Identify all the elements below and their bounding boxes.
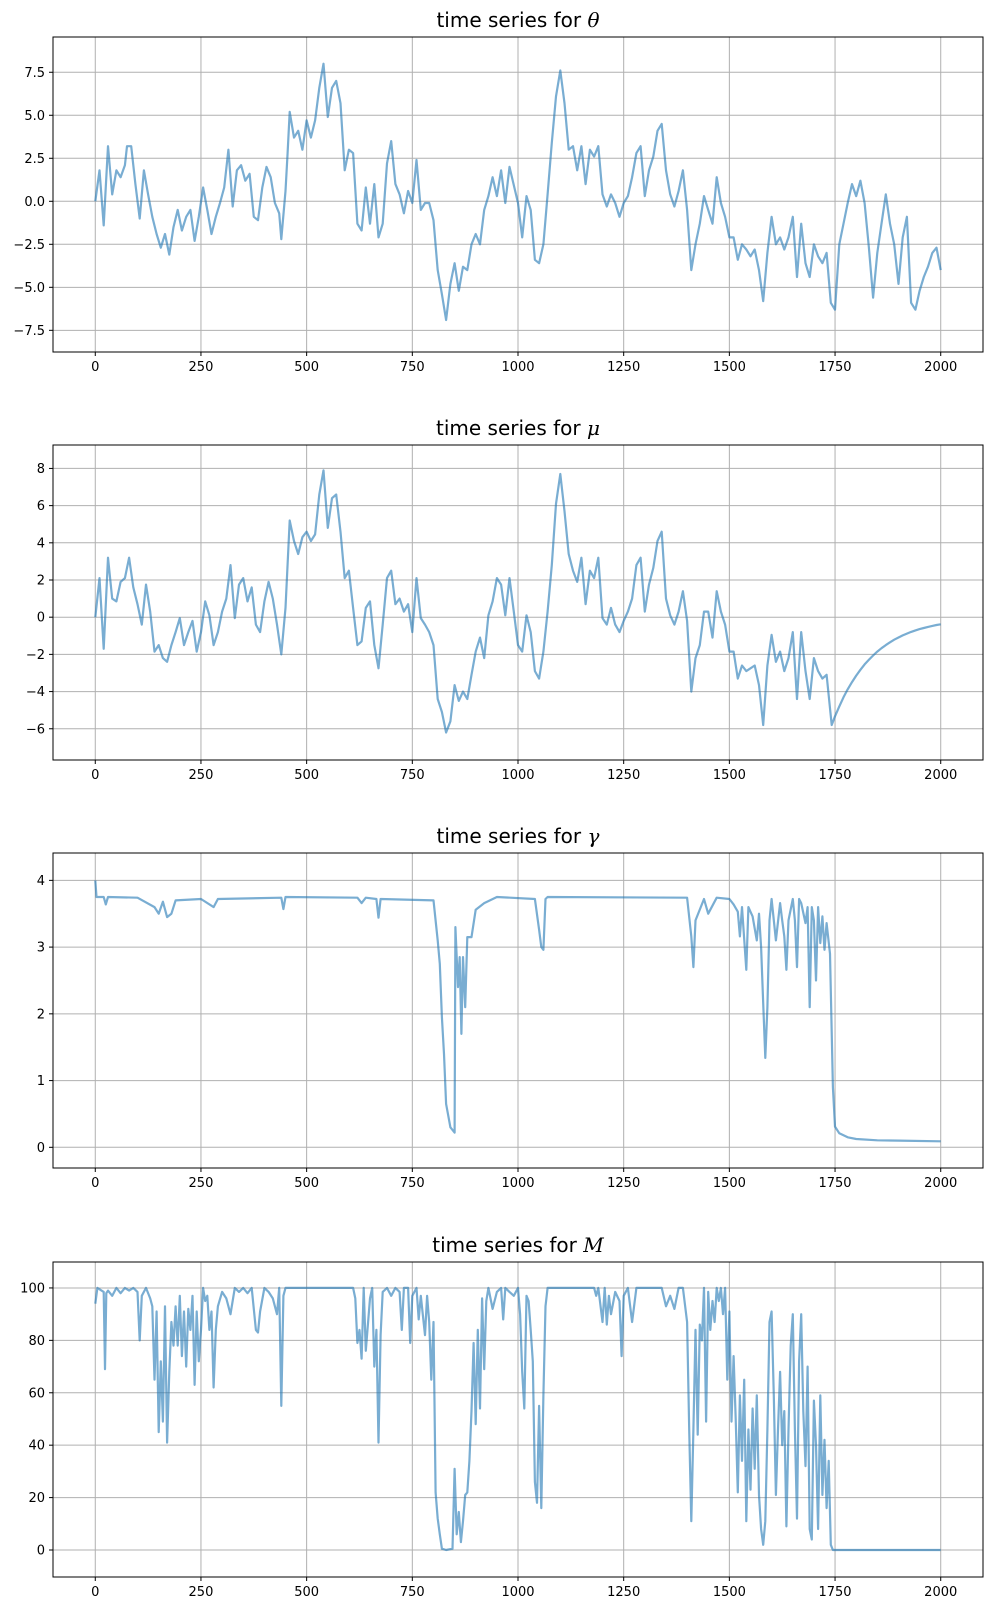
x-tick-label: 250: [189, 360, 214, 375]
y-tick-label: −5.0: [13, 281, 45, 296]
x-tick-label: 750: [400, 1585, 425, 1600]
x-tick-label: 1250: [607, 1176, 640, 1191]
x-tick-label: 1250: [607, 1585, 640, 1600]
series-line: [94, 62, 942, 322]
axes-frame: [52, 444, 984, 761]
subplot-gamma: time series for γ 0 250 500 750 1000 1250 1500…: [37, 824, 984, 1191]
x-tick-label: 1750: [818, 768, 851, 783]
x-tick-label: 1750: [818, 360, 851, 375]
y-tick-label: 0: [37, 611, 45, 626]
x-tick-label: 0: [91, 768, 99, 783]
x-tick-label: 2000: [924, 360, 957, 375]
y-tick-label: 7.5: [24, 66, 45, 81]
y-tick-label: 3: [37, 941, 45, 956]
x-tick-label: 1500: [713, 1176, 746, 1191]
x-tick-label: 750: [400, 768, 425, 783]
x-tick-label: 1500: [713, 768, 746, 783]
x-tick-label: 250: [189, 1176, 214, 1191]
x-tick-label: 250: [189, 1585, 214, 1600]
subplot-mu: time series for μ 0 250 500 750 1000 1250 1500…: [26, 416, 984, 783]
chart-title: time series for θ: [436, 8, 599, 32]
y-tick-label: 20: [28, 1491, 45, 1506]
y-tick-label: −2.5: [13, 238, 45, 253]
x-tick-label: 500: [294, 1176, 319, 1191]
x-tick-label: 1500: [713, 1585, 746, 1600]
x-tick-label: 1750: [818, 1176, 851, 1191]
x-tick-label: 1000: [501, 768, 534, 783]
y-tick-label: 4: [37, 874, 45, 889]
y-tick-label: −6: [26, 722, 45, 737]
x-tick-label: 1750: [818, 1585, 851, 1600]
axes-frame: [52, 1261, 984, 1578]
x-tick-label: 1000: [501, 360, 534, 375]
y-tick-label: 2: [37, 1007, 45, 1022]
y-tick-label: 80: [28, 1334, 45, 1349]
y-tick-label: 0: [37, 1544, 45, 1559]
x-tick-label: 0: [91, 360, 99, 375]
axes-frame: [52, 36, 984, 353]
y-tick-label: −4: [26, 685, 45, 700]
x-tick-label: 1000: [501, 1176, 534, 1191]
x-tick-label: 1250: [607, 768, 640, 783]
y-tick-label: 40: [28, 1439, 45, 1454]
subplot-m: time series for M 0 250 500 750 1000 1250 1500…: [20, 1233, 984, 1600]
x-tick-label: 1000: [501, 1585, 534, 1600]
x-tick-label: 500: [294, 768, 319, 783]
x-tick-label: 1500: [713, 360, 746, 375]
x-tick-label: 2000: [924, 768, 957, 783]
y-tick-label: 6: [37, 499, 45, 514]
y-tick-label: 2.5: [24, 152, 45, 167]
y-tick-label: 0: [37, 1141, 45, 1156]
x-tick-label: 750: [400, 1176, 425, 1191]
series-line: [94, 880, 941, 1143]
x-tick-label: 2000: [924, 1176, 957, 1191]
series-line: [94, 1286, 941, 1552]
y-tick-label: −7.5: [13, 324, 45, 339]
x-tick-label: 0: [91, 1585, 99, 1600]
x-tick-label: 0: [91, 1176, 99, 1191]
chart-title: time series for μ: [436, 416, 600, 440]
y-tick-label: 2: [37, 574, 45, 589]
y-tick-label: 100: [20, 1281, 45, 1296]
y-tick-label: −2: [26, 648, 45, 663]
x-tick-label: 1250: [607, 360, 640, 375]
y-tick-label: 5.0: [24, 109, 45, 124]
x-tick-label: 500: [294, 1585, 319, 1600]
x-tick-label: 500: [294, 360, 319, 375]
y-tick-label: 60: [28, 1386, 45, 1401]
x-tick-label: 750: [400, 360, 425, 375]
subplot-theta: time series for θ 0 250 500 750 1000 1250 1500…: [13, 8, 984, 375]
chart-title: time series for M: [432, 1233, 604, 1257]
y-tick-label: 4: [37, 536, 45, 551]
chart-title: time series for γ: [437, 824, 600, 848]
axes-frame: [52, 852, 984, 1169]
x-tick-label: 2000: [924, 1585, 957, 1600]
y-tick-label: 1: [37, 1074, 45, 1089]
y-tick-label: 8: [37, 462, 45, 477]
series-line: [94, 469, 941, 734]
y-tick-label: 0.0: [24, 195, 45, 210]
x-tick-label: 250: [189, 768, 214, 783]
